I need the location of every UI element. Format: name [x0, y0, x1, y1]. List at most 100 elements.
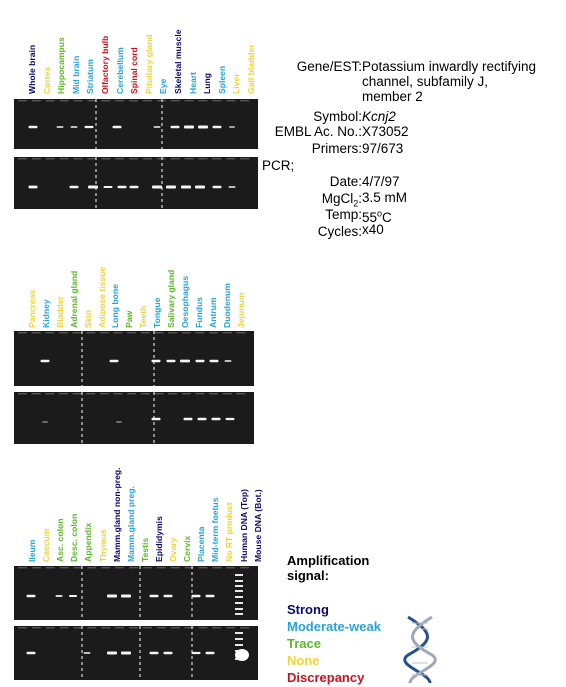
- gel-band: [224, 360, 232, 362]
- gel-band: [163, 651, 173, 655]
- gel-band: [69, 185, 79, 189]
- lane-label: Desc. colon: [69, 513, 80, 562]
- lane-label: Skin: [82, 309, 93, 328]
- legend-item: Trace: [287, 636, 321, 651]
- lane-label: Placenta: [196, 526, 207, 562]
- gel-band: [191, 651, 201, 655]
- legend-items: Strong Moderate-weak Trace None Discrepancy: [287, 601, 381, 686]
- temp-key: Temp:: [325, 207, 362, 222]
- gel-band: [70, 126, 78, 128]
- cycles-key: Cycles:: [317, 224, 362, 239]
- gel-band: [69, 595, 77, 597]
- gel-band: [40, 359, 50, 363]
- gel-band: [26, 651, 36, 655]
- lane-label: Jejunum: [235, 292, 246, 328]
- gel-band: [183, 417, 193, 421]
- gel-band: [116, 421, 122, 423]
- legend-title-line-2: signal:: [287, 568, 329, 583]
- gel-band: [42, 421, 48, 423]
- lane-label: Eye: [158, 78, 169, 94]
- embl-value: X73052: [362, 124, 409, 139]
- gel-band: [212, 125, 222, 129]
- gene-line-1: Potassium inwardly rectifying: [362, 59, 537, 74]
- lane-label: Heart: [187, 72, 198, 94]
- lane-label: Spinal cord: [129, 47, 140, 94]
- dna-helix-icon: [403, 615, 437, 684]
- lane-label: Thymus: [97, 529, 108, 562]
- lane-label: Salivary gland: [166, 269, 176, 328]
- symbol-key: Symbol:: [313, 109, 362, 124]
- gel-band: [84, 125, 94, 129]
- lane-label: Mamm.gland non-preg.: [111, 467, 122, 562]
- gel-band: [117, 185, 127, 189]
- lane-label: Tongue: [152, 297, 163, 328]
- legend-title-line-1: Amplification: [287, 553, 370, 568]
- gel-band: [195, 359, 205, 363]
- lane-label: Cortex: [41, 66, 52, 94]
- gel-band: [228, 186, 236, 188]
- gel-band: [107, 594, 117, 598]
- gene-key: Gene/EST:: [296, 59, 362, 74]
- lane-label: Olfactory bulb: [100, 35, 110, 94]
- gene-line-3: member 2: [362, 89, 423, 104]
- lane-label: Teeth: [138, 305, 149, 328]
- gel-band: [107, 651, 117, 655]
- gel-band: [121, 651, 131, 655]
- gel-band: [195, 185, 205, 189]
- gel-band: [205, 594, 215, 598]
- lane-label: Testis: [139, 537, 150, 562]
- gel-band: [109, 359, 119, 363]
- gel-band: [163, 594, 173, 598]
- lane-label: Skeletal muscle: [173, 29, 183, 95]
- date-value: 4/7/97: [362, 174, 400, 189]
- gel-band: [152, 185, 162, 189]
- lane-label: Long bone: [110, 284, 121, 328]
- lane-label: Ileum: [27, 539, 37, 562]
- gel-band: [28, 125, 38, 129]
- lane-label: Striatum: [85, 59, 96, 94]
- primers-value: 97/673: [362, 141, 404, 156]
- pcr-key: PCR;: [262, 158, 295, 173]
- gel-band: [56, 126, 64, 128]
- mgcl-key: MgCl2:: [321, 191, 362, 209]
- gel-band: [180, 359, 190, 363]
- lane-label: Asc. colon: [55, 518, 66, 562]
- lane-label: Ovary: [168, 537, 178, 562]
- lane-label: Adrenal gland: [68, 270, 79, 328]
- lane-label: Fundus: [193, 296, 204, 328]
- gel-band: [149, 594, 159, 598]
- gel-band: [229, 126, 235, 128]
- symbol-value: Kcnj2: [362, 109, 396, 124]
- lane-label: Liver: [231, 73, 242, 94]
- panel-1-gel-top: [14, 99, 258, 149]
- gel-band: [197, 417, 207, 421]
- lane-label: Cervix: [182, 535, 193, 562]
- panel-3-gel-top: [14, 566, 258, 620]
- legend-item: Discrepancy: [287, 670, 365, 685]
- lane-label: Mamm.gland preg.: [125, 486, 136, 562]
- gel-band: [166, 185, 176, 189]
- amplification-legend: Amplification signal: Strong Moderate-wea…: [287, 553, 381, 686]
- lane-label: Cerebellum: [114, 47, 125, 94]
- gel-band: [191, 594, 201, 598]
- gel-band: [225, 417, 235, 421]
- gene-line-2: channel, subfamily J,: [362, 74, 489, 89]
- legend-item: Strong: [287, 602, 329, 617]
- panel-3-gel-bottom: [14, 626, 258, 680]
- gel-band: [170, 125, 180, 129]
- temp-value: 55oC: [362, 208, 392, 225]
- lane-label: No RT product: [224, 502, 235, 562]
- gel-band: [212, 185, 222, 189]
- lane-label: Lung: [202, 73, 213, 94]
- lane-label: Mouse DNA (Bot.): [252, 489, 263, 562]
- gel-band: [26, 594, 36, 598]
- lane-label: Oesophagus: [179, 275, 190, 328]
- gel-band: [151, 417, 161, 421]
- primers-key: Primers:: [311, 141, 362, 156]
- gel-band: [88, 185, 98, 189]
- gel-band: [205, 651, 215, 655]
- gel-band: [153, 126, 161, 128]
- lane-label: Paw: [124, 310, 135, 328]
- cycles-value: x40: [362, 222, 384, 237]
- lane-label: Appendix: [83, 522, 94, 562]
